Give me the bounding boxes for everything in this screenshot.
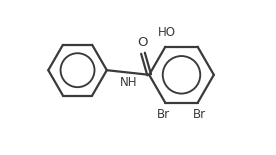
Text: NH: NH	[120, 76, 137, 89]
Text: Br: Br	[157, 108, 170, 121]
Text: HO: HO	[158, 26, 176, 39]
Text: Br: Br	[193, 108, 206, 121]
Text: O: O	[138, 36, 148, 49]
